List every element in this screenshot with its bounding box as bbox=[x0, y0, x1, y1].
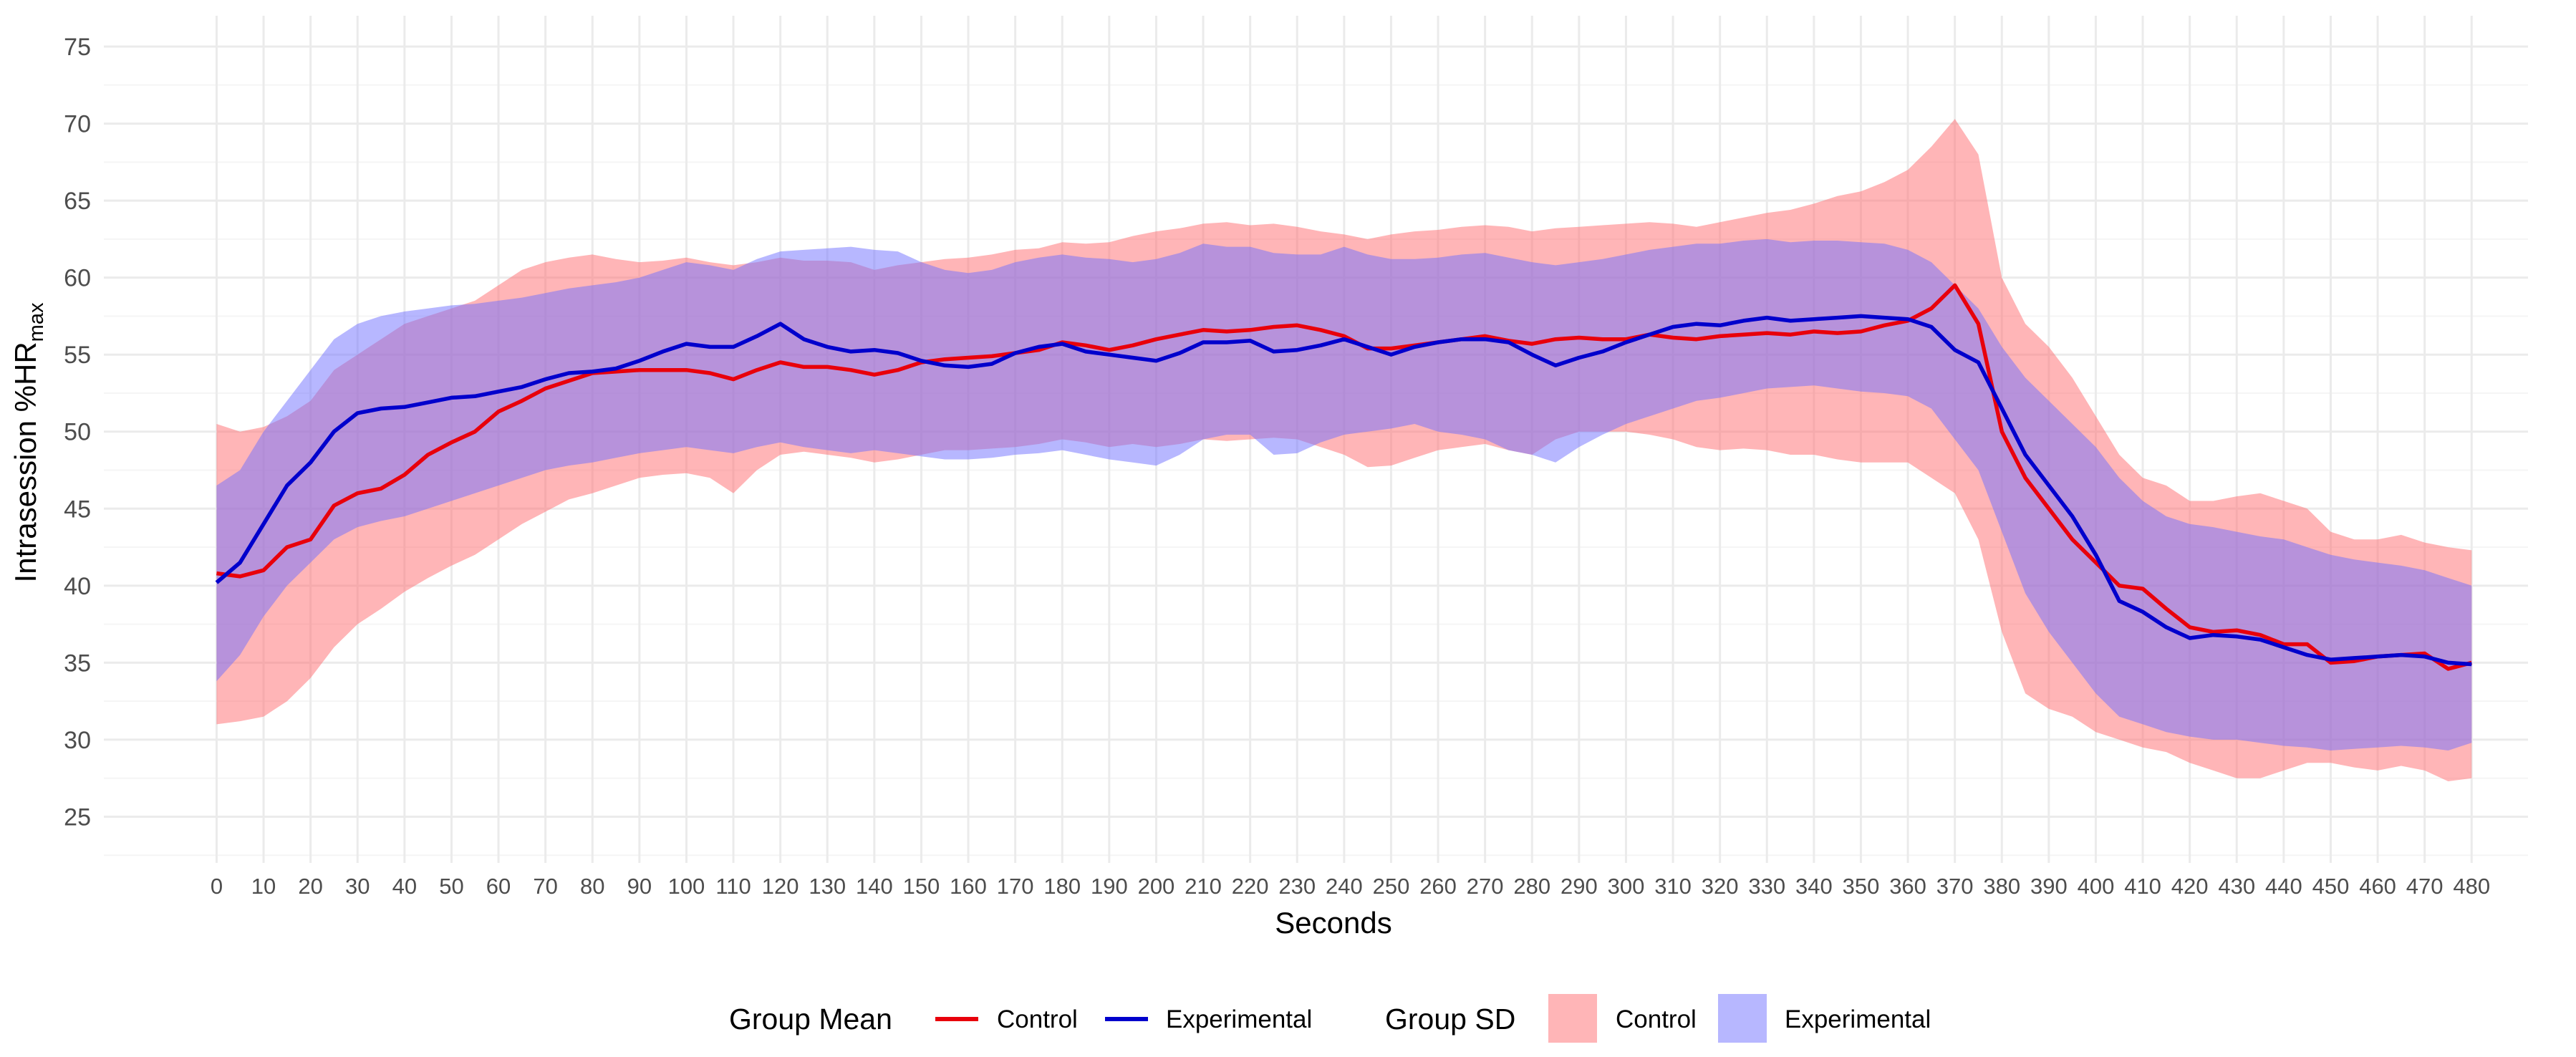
x-tick-label: 270 bbox=[1467, 874, 1504, 899]
x-tick-label: 80 bbox=[580, 874, 604, 899]
x-tick-label: 430 bbox=[2218, 874, 2255, 899]
legend-control-band-label: Control bbox=[1616, 1005, 1697, 1033]
x-tick-label: 290 bbox=[1560, 874, 1598, 899]
x-tick-label: 250 bbox=[1373, 874, 1410, 899]
y-tick-label: 25 bbox=[64, 803, 91, 831]
x-tick-label: 130 bbox=[809, 874, 846, 899]
y-axis-title-main: Intrasession %HR bbox=[9, 342, 42, 582]
x-tick-label: 420 bbox=[2171, 874, 2209, 899]
x-tick-label: 320 bbox=[1702, 874, 1739, 899]
y-tick-label: 65 bbox=[64, 188, 91, 215]
legend-mean-title: Group Mean bbox=[729, 1003, 892, 1036]
legend-control-line-label: Control bbox=[997, 1005, 1078, 1033]
legend-experimental-band-label: Experimental bbox=[1785, 1005, 1931, 1033]
x-axis-title: Seconds bbox=[1275, 906, 1391, 940]
x-tick-label: 0 bbox=[211, 874, 223, 899]
x-tick-label: 460 bbox=[2359, 874, 2396, 899]
x-tick-label: 50 bbox=[439, 874, 463, 899]
x-axis-ticks: 0 10 20 30 40 50 60 70 80 90 100 110 120 130 140 150 160… bbox=[211, 874, 2490, 899]
x-tick-label: 450 bbox=[2312, 874, 2350, 899]
x-tick-label: 380 bbox=[1983, 874, 2020, 899]
x-tick-label: 350 bbox=[1843, 874, 1880, 899]
x-tick-label: 150 bbox=[903, 874, 940, 899]
x-tick-label: 260 bbox=[1419, 874, 1457, 899]
x-tick-label: 170 bbox=[997, 874, 1034, 899]
x-tick-label: 310 bbox=[1654, 874, 1692, 899]
legend-sd-title: Group SD bbox=[1385, 1003, 1515, 1036]
x-tick-label: 120 bbox=[762, 874, 799, 899]
x-tick-label: 210 bbox=[1185, 874, 1222, 899]
x-tick-label: 20 bbox=[298, 874, 322, 899]
x-tick-label: 230 bbox=[1278, 874, 1316, 899]
x-tick-label: 280 bbox=[1513, 874, 1550, 899]
sd-band-experimental bbox=[216, 238, 2472, 750]
x-tick-label: 300 bbox=[1608, 874, 1645, 899]
x-tick-label: 10 bbox=[251, 874, 276, 899]
x-tick-label: 370 bbox=[1936, 874, 1974, 899]
x-tick-label: 480 bbox=[2453, 874, 2490, 899]
x-tick-label: 440 bbox=[2265, 874, 2302, 899]
x-tick-label: 60 bbox=[486, 874, 511, 899]
y-tick-label: 75 bbox=[64, 34, 91, 61]
y-axis-title: Intrasession %HRmax bbox=[9, 302, 48, 582]
x-tick-label: 160 bbox=[950, 874, 987, 899]
x-tick-label: 90 bbox=[627, 874, 652, 899]
y-tick-label: 55 bbox=[64, 342, 91, 369]
y-tick-label: 45 bbox=[64, 496, 91, 523]
y-axis-title-subscript: max bbox=[25, 302, 48, 342]
x-tick-label: 360 bbox=[1889, 874, 1926, 899]
x-tick-label: 180 bbox=[1043, 874, 1081, 899]
legend: Group Mean Control Experimental Group SD… bbox=[729, 994, 1931, 1043]
x-tick-label: 140 bbox=[856, 874, 893, 899]
mean-lines bbox=[215, 283, 2472, 671]
y-tick-label: 30 bbox=[64, 727, 91, 754]
x-tick-label: 340 bbox=[1795, 874, 1833, 899]
x-tick-label: 30 bbox=[345, 874, 370, 899]
x-tick-label: 100 bbox=[668, 874, 705, 899]
y-tick-label: 70 bbox=[64, 111, 91, 138]
legend-experimental-band-swatch bbox=[1718, 994, 1767, 1043]
y-tick-label: 40 bbox=[64, 573, 91, 600]
x-tick-label: 240 bbox=[1326, 874, 1363, 899]
x-tick-label: 190 bbox=[1091, 874, 1128, 899]
legend-experimental-line-label: Experimental bbox=[1166, 1005, 1312, 1033]
mean-line-experimental bbox=[215, 314, 2472, 667]
x-tick-label: 110 bbox=[715, 874, 751, 899]
x-tick-label: 200 bbox=[1138, 874, 1175, 899]
sd-bands bbox=[216, 119, 2472, 782]
legend-control-band-swatch bbox=[1548, 994, 1597, 1043]
x-tick-label: 470 bbox=[2406, 874, 2444, 899]
x-tick-label: 400 bbox=[2078, 874, 2115, 899]
x-tick-label: 40 bbox=[392, 874, 417, 899]
x-tick-label: 410 bbox=[2124, 874, 2161, 899]
y-tick-label: 60 bbox=[64, 265, 91, 292]
x-tick-label: 330 bbox=[1748, 874, 1785, 899]
x-tick-label: 70 bbox=[533, 874, 557, 899]
x-tick-label: 220 bbox=[1232, 874, 1269, 899]
y-tick-label: 50 bbox=[64, 419, 91, 446]
x-tick-label: 390 bbox=[2030, 874, 2068, 899]
y-tick-label: 35 bbox=[64, 650, 91, 677]
y-axis-ticks: 25 30 35 40 45 50 55 60 65 70 75 bbox=[64, 34, 91, 831]
